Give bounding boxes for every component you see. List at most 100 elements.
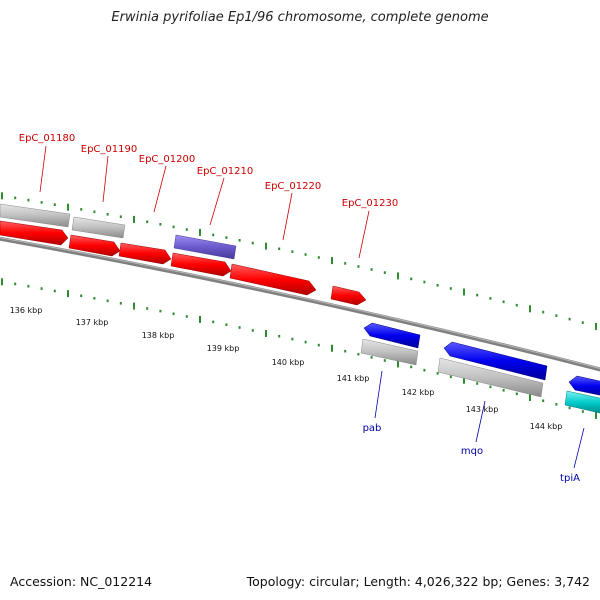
forward-track-minor-tick [436,284,439,287]
reverse-track-minor-tick [476,382,479,385]
reverse-track-major-tick [595,411,597,419]
reverse-track-major-tick [133,302,135,310]
label-mqo[interactable]: mqo [461,446,483,457]
reverse-track-minor-tick [146,307,149,310]
gene-red-5[interactable] [229,263,317,296]
gene-epc-01210-alt[interactable] [173,234,237,260]
forward-track-minor-tick [146,220,149,224]
label-epc-01180[interactable]: EpC_01180 [19,133,75,144]
reverse-track-minor-tick [172,312,175,316]
forward-track-minor-tick [172,225,175,229]
reverse-track-minor-tick [251,329,254,332]
label-epc-01210[interactable]: EpC_01210 [197,166,253,177]
tick-label-144: 144 kbp [530,422,563,431]
forward-track-minor-tick [251,241,254,245]
reverse-track-minor-tick [317,343,320,347]
reverse-track-minor-tick [238,326,241,329]
tick-label-142: 142 kbp [402,388,435,397]
gene-red-4[interactable] [170,252,232,277]
forward-track-minor-tick [80,208,83,211]
reverse-track-major-tick [67,290,69,298]
reverse-track-minor-tick [581,410,584,413]
reverse-track-minor-tick [278,334,281,338]
forward-track-minor-tick [568,317,571,321]
forward-genes [0,203,367,306]
reverse-track-minor-tick [449,375,452,379]
label-pab[interactable]: pab [363,423,382,434]
forward-track-major-tick [67,203,69,211]
reverse-track-minor-tick [423,368,426,372]
gene-mqo-arrow[interactable] [443,341,548,381]
forward-track-minor-tick [159,223,162,226]
forward-track-minor-tick [212,233,215,237]
reverse-track-minor-tick [568,406,571,410]
gene-pab-arrow[interactable] [363,322,421,349]
label-epc-01220[interactable]: EpC_01220 [265,181,321,192]
forward-track-minor-tick [106,213,109,216]
reverse-tick-track [1,278,597,419]
forward-track-major-tick [1,192,3,200]
reverse-track-major-tick [463,376,465,384]
forward-track-major-tick [331,257,333,265]
reverse-track-minor-tick [383,359,386,362]
gene-red-3[interactable] [118,242,172,265]
forward-track-minor-tick [542,310,545,314]
tick-label-139: 139 kbp [207,344,240,353]
gene-red-6[interactable] [330,285,367,306]
gene-epc-01190-pseudo[interactable] [71,216,126,239]
forward-track-minor-tick [317,256,320,259]
label-tpia[interactable]: tpiA [560,473,580,484]
forward-track-minor-tick [449,287,452,290]
forward-track-minor-tick [357,265,360,268]
forward-track-major-tick [463,288,465,296]
forward-track-major-tick [133,215,135,223]
forward-track-minor-tick [53,203,56,206]
reverse-track-minor-tick [436,372,439,375]
tick-label-137: 137 kbp [76,318,109,327]
forward-track-minor-tick [304,253,307,256]
reverse-track-major-tick [1,278,3,286]
forward-track-major-tick [529,305,531,313]
forward-track-major-tick [595,322,597,330]
gene-pab-pseudo[interactable] [360,338,419,366]
forward-track-minor-tick [489,297,492,300]
forward-track-minor-tick [502,300,505,304]
label-epc-01190[interactable]: EpC_01190 [81,144,137,155]
reverse-track-minor-tick [489,385,492,389]
tick-label-140: 140 kbp [272,358,305,367]
forward-track-minor-tick [581,321,584,324]
forward-track-minor-tick [423,280,426,284]
forward-track-minor-tick [555,314,558,317]
forward-track-minor-tick [370,268,373,271]
tick-label-141: 141 kbp [337,374,370,383]
reverse-track-minor-tick [304,340,307,344]
reverse-track-minor-tick [185,315,188,318]
tick-label-138: 138 kbp [142,331,175,340]
label-epc-01230[interactable]: EpC_01230 [342,198,398,209]
forward-track-minor-tick [185,228,188,231]
reverse-track-minor-tick [93,297,96,300]
gene-epc-01180-pseudo[interactable] [0,203,71,228]
reverse-track-minor-tick [410,365,413,369]
gene-red-1[interactable] [0,220,69,246]
reverse-track-minor-tick [370,356,373,359]
reverse-track-major-tick [397,360,399,368]
forward-track-major-tick [397,272,399,280]
chromosome-backbone [0,236,600,372]
label-epc-01200[interactable]: EpC_01200 [139,154,195,165]
forward-track-minor-tick [238,239,241,242]
forward-track-minor-tick [476,293,479,297]
forward-track-minor-tick [515,303,518,307]
reverse-track-minor-tick [502,389,505,392]
scale-labels: 136 kbp 137 kbp 138 kbp 139 kbp 140 kbp … [10,306,563,431]
gene-red-2[interactable] [68,234,121,257]
gene-mqo-pseudo[interactable] [437,357,544,398]
forward-track-minor-tick [278,247,281,251]
chromosome-backbone-highlight [0,237,600,369]
forward-track-minor-tick [383,271,386,274]
forward-track-minor-tick [40,201,43,204]
forward-track-minor-tick [14,196,17,200]
reverse-track-major-tick [331,344,333,352]
gene-tpia-alt[interactable] [564,390,600,414]
